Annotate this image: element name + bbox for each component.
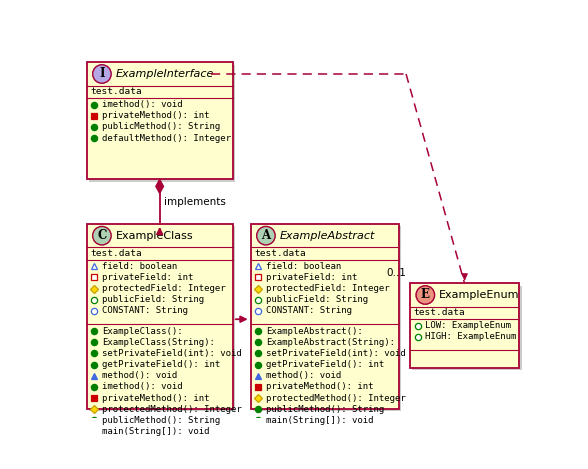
Text: implements: implements <box>164 197 226 207</box>
Circle shape <box>257 227 275 245</box>
Circle shape <box>93 227 111 245</box>
Text: ExampleInterface: ExampleInterface <box>116 69 214 79</box>
Text: field: boolean: field: boolean <box>102 262 177 271</box>
Text: test.data: test.data <box>91 249 142 258</box>
Text: publicMethod(): String: publicMethod(): String <box>102 122 220 131</box>
Text: E: E <box>421 288 430 302</box>
Text: protectedField: Integer: protectedField: Integer <box>102 284 226 293</box>
FancyBboxPatch shape <box>89 65 235 182</box>
Text: test.data: test.data <box>91 87 142 96</box>
Text: defaultMethod(): Integer: defaultMethod(): Integer <box>102 134 231 143</box>
Text: ExampleEnum: ExampleEnum <box>439 290 520 300</box>
Circle shape <box>416 286 435 304</box>
Text: setPrivateField(int): void: setPrivateField(int): void <box>102 349 242 358</box>
Text: protectedMethod(): Integer: protectedMethod(): Integer <box>102 405 242 414</box>
Text: I: I <box>99 68 105 81</box>
Text: publicField: String: publicField: String <box>102 295 204 304</box>
Text: CONSTANT: String: CONSTANT: String <box>266 306 352 316</box>
Text: protectedField: Integer: protectedField: Integer <box>266 284 390 293</box>
Text: test.data: test.data <box>255 249 306 258</box>
Circle shape <box>93 65 111 83</box>
Text: privateField: int: privateField: int <box>266 273 358 282</box>
Text: publicField: String: publicField: String <box>266 295 368 304</box>
Text: privateField: int: privateField: int <box>102 273 193 282</box>
Text: ExampleAbstract(String):: ExampleAbstract(String): <box>266 338 395 347</box>
FancyBboxPatch shape <box>89 227 235 411</box>
Text: imethod(): void: imethod(): void <box>102 100 182 109</box>
Text: protectedMethod(): Integer: protectedMethod(): Integer <box>266 393 406 402</box>
Text: privateMethod(): int: privateMethod(): int <box>102 111 209 120</box>
FancyBboxPatch shape <box>86 224 233 409</box>
Text: HIGH: ExampleEnum: HIGH: ExampleEnum <box>425 332 517 341</box>
Text: publicMethod(): String: publicMethod(): String <box>266 405 384 414</box>
Text: test.data: test.data <box>414 308 466 317</box>
Text: field: boolean: field: boolean <box>266 262 341 271</box>
FancyBboxPatch shape <box>410 283 519 368</box>
Text: CONSTANT: String: CONSTANT: String <box>102 306 188 316</box>
Text: imethod(): void: imethod(): void <box>102 382 182 392</box>
Text: getPrivateField(): int: getPrivateField(): int <box>102 360 220 369</box>
Text: privateMethod(): int: privateMethod(): int <box>102 393 209 402</box>
Text: method(): void: method(): void <box>266 371 341 380</box>
FancyBboxPatch shape <box>86 62 233 180</box>
Text: ExampleClass: ExampleClass <box>116 231 193 241</box>
Text: main(String[]): void: main(String[]): void <box>102 427 209 436</box>
Text: publicMethod(): String: publicMethod(): String <box>102 416 220 425</box>
Text: ExampleClass(String):: ExampleClass(String): <box>102 338 215 347</box>
FancyBboxPatch shape <box>250 224 399 409</box>
FancyBboxPatch shape <box>253 227 402 411</box>
Text: main(String[]): void: main(String[]): void <box>266 416 373 425</box>
Text: method(): void: method(): void <box>102 371 177 380</box>
Text: ExampleAbstract():: ExampleAbstract(): <box>266 326 363 336</box>
Text: getPrivateField(): int: getPrivateField(): int <box>266 360 384 369</box>
Text: LOW: ExampleEnum: LOW: ExampleEnum <box>425 321 512 330</box>
Text: privateMethod(): int: privateMethod(): int <box>266 382 373 392</box>
Text: setPrivateField(int): void: setPrivateField(int): void <box>266 349 406 358</box>
Polygon shape <box>156 180 163 193</box>
Text: C: C <box>97 229 106 242</box>
Text: A: A <box>262 229 270 242</box>
Text: ExampleClass():: ExampleClass(): <box>102 326 182 336</box>
FancyBboxPatch shape <box>412 286 522 371</box>
Text: ExampleAbstract: ExampleAbstract <box>280 231 375 241</box>
Text: 0..1: 0..1 <box>386 268 406 278</box>
